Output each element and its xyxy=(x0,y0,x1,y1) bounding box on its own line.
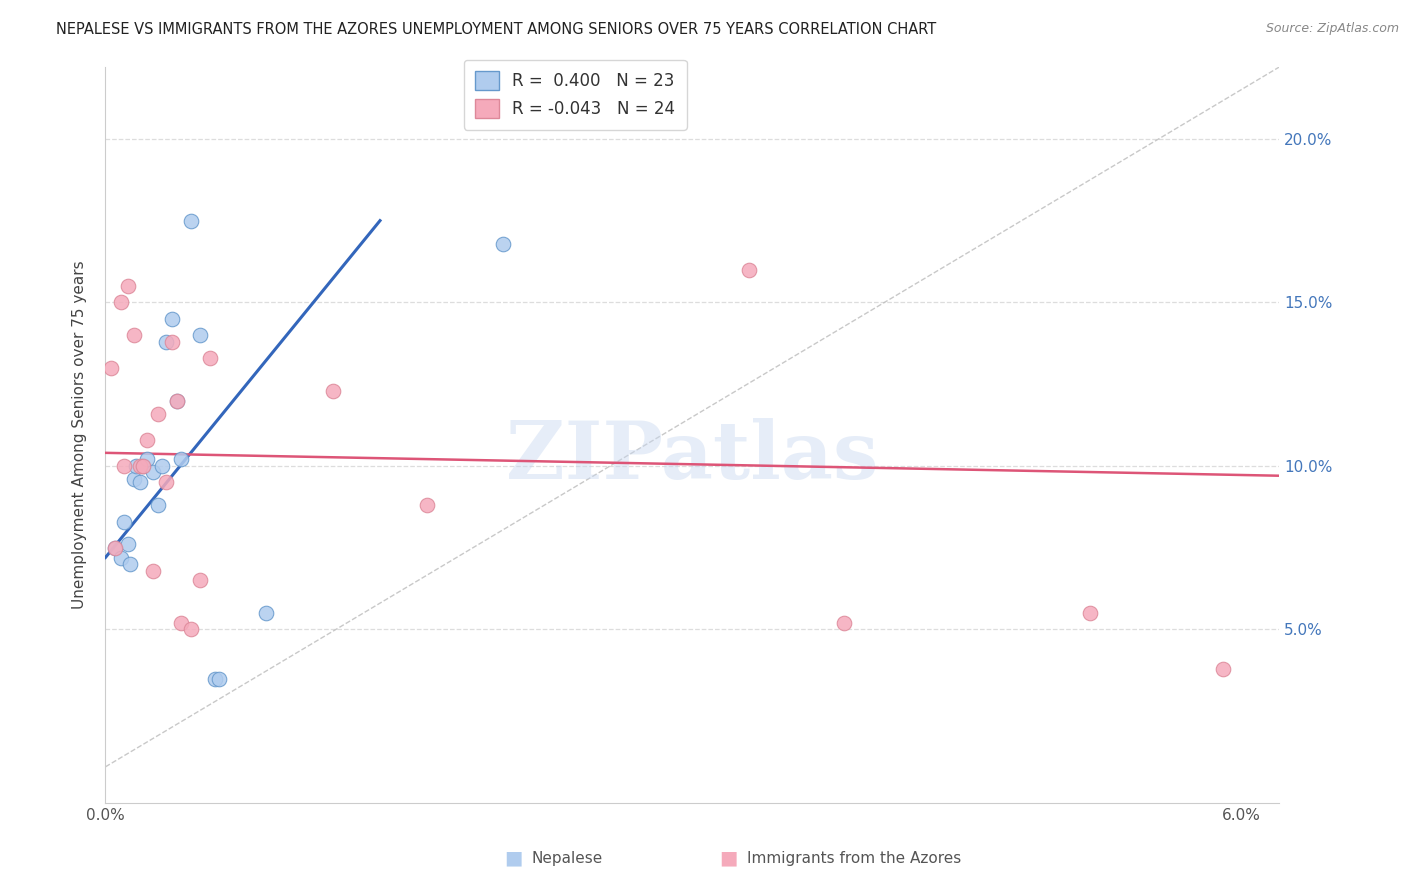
Point xyxy=(160,311,183,326)
Point xyxy=(148,407,170,421)
Point xyxy=(170,452,193,467)
Point xyxy=(142,564,165,578)
Text: NEPALESE VS IMMIGRANTS FROM THE AZORES UNEMPLOYMENT AMONG SENIORS OVER 75 YEARS : NEPALESE VS IMMIGRANTS FROM THE AZORES U… xyxy=(56,22,936,37)
Point xyxy=(188,328,211,343)
Point xyxy=(112,515,135,529)
Point xyxy=(180,623,202,637)
Point xyxy=(148,498,170,512)
Point xyxy=(322,384,344,398)
Point xyxy=(104,541,127,555)
Point xyxy=(104,541,127,555)
Point xyxy=(125,458,148,473)
Point xyxy=(1078,606,1101,620)
Text: Immigrants from the Azores: Immigrants from the Azores xyxy=(747,851,960,865)
Point xyxy=(1212,662,1234,676)
Point xyxy=(120,557,142,571)
Point xyxy=(136,433,159,447)
Point xyxy=(128,458,150,473)
Point xyxy=(166,393,188,408)
Text: Source: ZipAtlas.com: Source: ZipAtlas.com xyxy=(1265,22,1399,36)
Point xyxy=(254,606,277,620)
Point xyxy=(122,472,145,486)
Point xyxy=(150,458,173,473)
Point xyxy=(832,615,855,630)
Point xyxy=(110,295,132,310)
Point xyxy=(198,351,221,365)
Point xyxy=(416,498,439,512)
Y-axis label: Unemployment Among Seniors over 75 years: Unemployment Among Seniors over 75 years xyxy=(72,260,87,609)
Point xyxy=(208,672,231,686)
Point xyxy=(492,236,515,251)
Text: ■: ■ xyxy=(718,848,738,868)
Point xyxy=(110,550,132,565)
Point xyxy=(160,334,183,349)
Point xyxy=(166,393,188,408)
Point xyxy=(112,458,135,473)
Point xyxy=(180,213,202,227)
Point xyxy=(122,328,145,343)
Point xyxy=(132,458,155,473)
Text: ZIPatlas: ZIPatlas xyxy=(506,418,879,496)
Point xyxy=(128,475,150,490)
Point xyxy=(155,475,177,490)
Point xyxy=(136,452,159,467)
Point xyxy=(188,574,211,588)
Point xyxy=(117,537,139,551)
Legend: R =  0.400   N = 23, R = -0.043   N = 24: R = 0.400 N = 23, R = -0.043 N = 24 xyxy=(464,60,686,129)
Point xyxy=(204,672,226,686)
Point xyxy=(155,334,177,349)
Point xyxy=(100,360,122,375)
Point xyxy=(142,466,165,480)
Text: Nepalese: Nepalese xyxy=(531,851,603,865)
Point xyxy=(170,615,193,630)
Text: ■: ■ xyxy=(503,848,523,868)
Point xyxy=(117,279,139,293)
Point xyxy=(738,262,761,277)
Point xyxy=(132,458,155,473)
